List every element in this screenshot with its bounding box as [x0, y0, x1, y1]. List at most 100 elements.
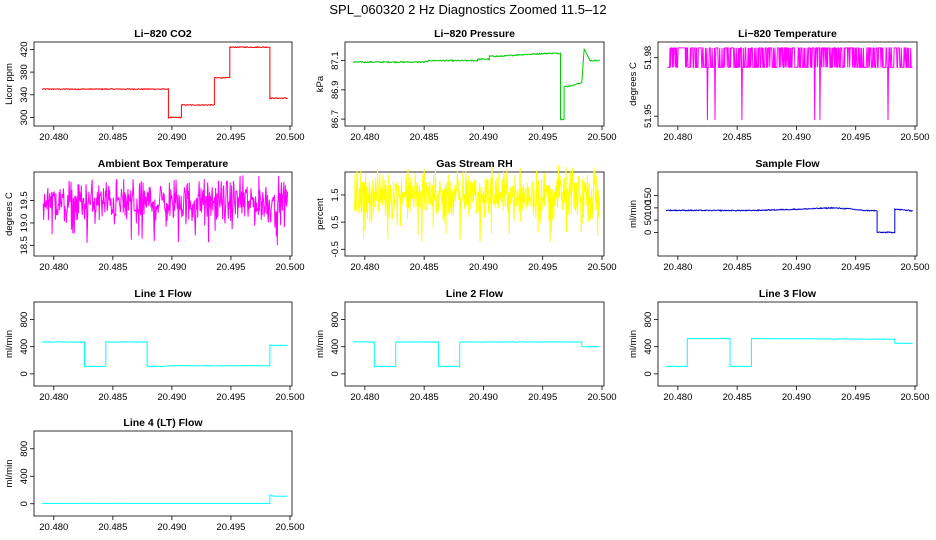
x-tick-label: 20.490: [469, 262, 498, 273]
x-tick-label: 20.495: [528, 132, 557, 143]
y-tick-label: 0: [643, 371, 654, 376]
plot-frame: [33, 41, 293, 127]
y-axis-label: ml/min: [4, 330, 15, 358]
panel-9: Line 3 Flow 20.480 20.485 20.490 20.495 20.50…: [628, 288, 930, 403]
x-tick-label: 20.500: [900, 392, 929, 403]
y-tick-label: 400: [19, 468, 30, 484]
x-tick-label: 20.485: [723, 132, 752, 143]
series-line: [665, 206, 913, 234]
x-tick-label: 20.500: [587, 132, 616, 143]
series-line: [352, 47, 600, 121]
panel-6: Sample Flow 20.480 20.485 20.490 20.495 20.50…: [628, 158, 930, 273]
y-tick-label: 400: [643, 339, 654, 355]
x-tick-label: 20.480: [39, 522, 68, 533]
series-line: [42, 493, 288, 505]
y-axis-label: ml/min: [315, 330, 326, 358]
y-axis-label: Licor ppm: [4, 63, 15, 105]
x-tick-label: 20.495: [216, 262, 245, 273]
y-axis-label: degrees C: [4, 192, 15, 236]
x-tick-label: 20.490: [782, 132, 811, 143]
panel-1: Li−820 CO2 20.480 20.485 20.490 20.495 20.500…: [4, 28, 305, 143]
x-tick-label: 20.485: [410, 262, 439, 273]
x-tick-label: 20.495: [841, 392, 870, 403]
panel-4: Ambient Box Temperature 20.480 20.485 20.49…: [4, 158, 305, 273]
x-tick-label: 20.485: [98, 522, 127, 533]
x-tick-label: 20.490: [157, 132, 186, 143]
y-axis-label: ml/min: [4, 460, 15, 488]
x-tick-label: 20.480: [663, 392, 692, 403]
plot-frame: [344, 41, 605, 127]
x-tick-label: 20.490: [157, 262, 186, 273]
x-tick-label: 20.495: [841, 262, 870, 273]
x-tick-label: 20.500: [275, 392, 304, 403]
panel-title: Line 2 Flow: [446, 288, 504, 300]
panel-title: Sample Flow: [755, 158, 820, 170]
x-tick-label: 20.495: [528, 392, 557, 403]
y-tick-label: 420: [19, 41, 30, 57]
x-tick-label: 20.490: [157, 522, 186, 533]
y-tick-label: 1.5: [330, 188, 341, 201]
panel-8: Line 2 Flow 20.480 20.485 20.490 20.495 20.50…: [315, 288, 617, 403]
y-tick-label: 0: [643, 230, 654, 235]
plot-frame: [33, 301, 293, 387]
plot-frame: [33, 430, 293, 517]
x-tick-label: 20.490: [469, 132, 498, 143]
x-tick-label: 20.490: [782, 262, 811, 273]
x-tick-label: 20.485: [98, 392, 127, 403]
panel-title: Line 4 (LT) Flow: [123, 417, 203, 429]
x-tick-label: 20.495: [216, 392, 245, 403]
y-axis-label: ml/min: [628, 200, 639, 228]
y-tick-label: 19.0: [19, 214, 30, 233]
x-tick-label: 20.500: [900, 262, 929, 273]
plot-frame: [33, 171, 293, 257]
panel-title: Line 1 Flow: [134, 288, 192, 300]
x-tick-label: 20.480: [663, 262, 692, 273]
y-tick-label: 51.98: [643, 46, 654, 70]
y-tick-label: 800: [19, 441, 30, 457]
y-tick-label: 100: [643, 200, 654, 216]
panel-title: Li−820 Temperature: [738, 28, 837, 40]
x-tick-label: 20.500: [587, 392, 616, 403]
plot-frame: [657, 41, 918, 127]
y-tick-label: 0.5: [330, 216, 341, 229]
y-tick-label: 87.1: [330, 51, 341, 70]
x-tick-label: 20.485: [723, 392, 752, 403]
x-tick-label: 20.490: [469, 392, 498, 403]
x-tick-label: 20.495: [528, 262, 557, 273]
panel-title: Li−820 CO2: [134, 28, 192, 40]
series-line: [665, 337, 913, 368]
plot-frame: [344, 171, 605, 257]
y-tick-label: 380: [19, 64, 30, 80]
panel-5: Gas Stream RH 20.480 20.485 20.490 20.495 20.…: [315, 158, 617, 273]
y-tick-label: 18.5: [19, 236, 30, 255]
panel-3: Li−820 Temperature 20.480 20.485 20.490 20.4…: [628, 28, 930, 143]
panel-2: Li−820 Pressure 20.480 20.485 20.490 20.495 2…: [315, 28, 617, 143]
y-tick-label: 0: [19, 501, 30, 506]
x-tick-label: 20.485: [723, 262, 752, 273]
panel-title: Ambient Box Temperature: [98, 158, 229, 170]
y-axis-label: degrees C: [628, 62, 639, 106]
x-tick-label: 20.480: [39, 132, 68, 143]
y-tick-label: 0: [19, 371, 30, 376]
x-tick-label: 20.485: [410, 392, 439, 403]
y-tick-label: 400: [19, 339, 30, 355]
series-line: [667, 47, 913, 121]
y-tick-label: 800: [643, 312, 654, 328]
x-tick-label: 20.480: [350, 392, 379, 403]
y-tick-label: 0: [330, 371, 341, 376]
y-tick-label: 800: [19, 312, 30, 328]
x-tick-label: 20.500: [275, 132, 304, 143]
plot-frame: [657, 171, 918, 257]
x-tick-label: 20.495: [841, 132, 870, 143]
series-line: [42, 175, 289, 246]
panel-title: Li−820 Pressure: [434, 28, 515, 40]
panel-7: Line 1 Flow 20.480 20.485 20.490 20.495 20.50…: [4, 288, 305, 403]
x-tick-label: 20.485: [410, 132, 439, 143]
x-tick-label: 20.495: [216, 132, 245, 143]
y-tick-label: 300: [19, 110, 30, 126]
y-axis-label: kPa: [315, 75, 326, 92]
x-tick-label: 20.480: [39, 392, 68, 403]
x-tick-label: 20.495: [216, 522, 245, 533]
